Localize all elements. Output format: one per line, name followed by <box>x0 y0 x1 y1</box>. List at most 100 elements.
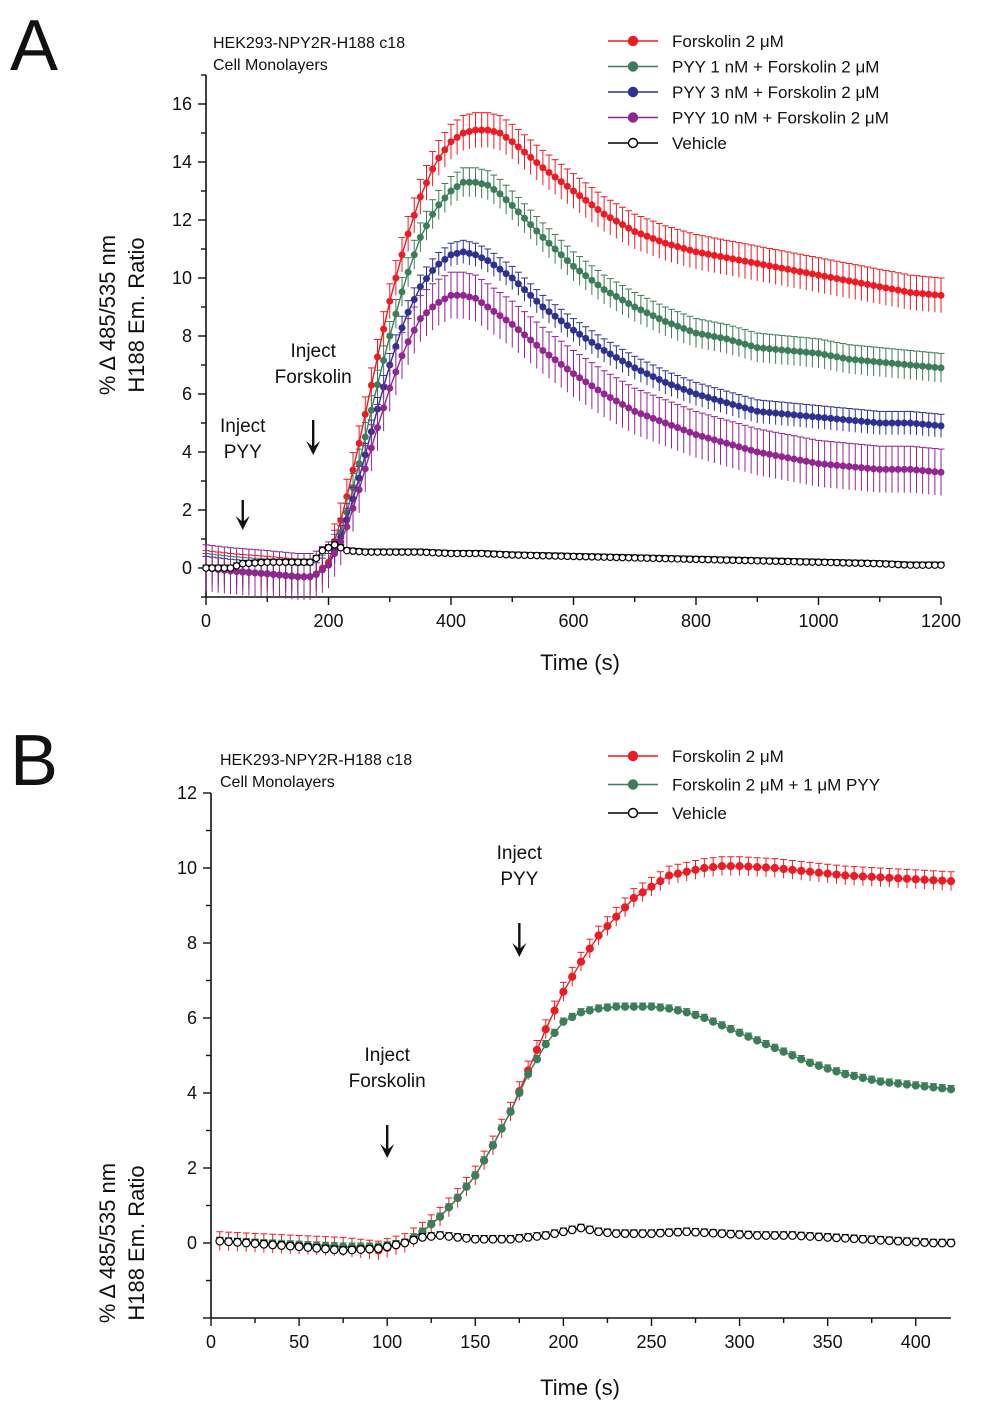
data-point <box>759 557 768 565</box>
data-point <box>435 298 443 306</box>
data-point <box>545 552 553 560</box>
data-point <box>612 912 621 921</box>
data-point <box>753 1036 762 1045</box>
data-point <box>643 412 651 420</box>
data-point <box>629 1229 639 1239</box>
data-point <box>392 274 400 282</box>
data-point <box>661 239 669 247</box>
data-point <box>664 1004 674 1013</box>
data-point <box>533 159 541 167</box>
data-point <box>911 1081 920 1090</box>
data-point <box>429 165 437 173</box>
data-point <box>674 243 682 251</box>
data-point <box>625 300 633 308</box>
data-point <box>827 414 835 422</box>
data-point <box>478 299 486 307</box>
data-point <box>416 283 424 291</box>
data-point <box>435 154 443 162</box>
annotation-text: Inject <box>364 1045 410 1066</box>
data-point <box>698 432 706 440</box>
x-axis-title: Time (s) <box>540 650 620 675</box>
data-point <box>814 1232 824 1242</box>
data-point <box>386 297 394 305</box>
x-tick-label: 200 <box>313 611 343 631</box>
data-point <box>876 465 884 473</box>
data-point <box>551 173 559 181</box>
data-point <box>410 295 418 303</box>
y-tick-label: 10 <box>177 858 197 878</box>
data-point <box>814 558 823 567</box>
data-point <box>526 551 535 560</box>
data-point <box>576 267 584 275</box>
x-tick-label: 350 <box>813 1332 843 1352</box>
data-point <box>888 359 896 367</box>
data-point <box>288 572 296 580</box>
data-point <box>496 312 504 320</box>
data-point <box>355 439 363 447</box>
data-point <box>569 370 577 378</box>
data-point <box>459 129 467 137</box>
data-point <box>796 268 804 276</box>
data-point <box>404 268 412 276</box>
data-point <box>568 1012 577 1022</box>
data-point <box>796 456 804 464</box>
data-point <box>655 237 663 245</box>
data-point <box>435 201 443 209</box>
data-point <box>920 875 929 884</box>
data-point <box>735 862 744 871</box>
data-point <box>857 356 865 364</box>
x-tick-label: 0 <box>201 611 211 631</box>
data-point <box>282 572 290 580</box>
data-point <box>539 164 547 172</box>
data-point <box>594 342 602 350</box>
data-point <box>471 126 479 134</box>
data-point <box>441 146 449 154</box>
data-point <box>606 350 614 358</box>
data-point <box>479 1156 489 1165</box>
data-point <box>385 548 394 556</box>
annotation-text: PYY <box>500 869 538 890</box>
x-axis-title: Time (s) <box>540 1375 620 1400</box>
data-point <box>876 873 885 882</box>
data-point <box>900 419 908 427</box>
data-point <box>753 344 761 352</box>
data-point <box>532 1055 542 1064</box>
data-point <box>465 249 473 257</box>
data-point <box>710 395 718 403</box>
data-point <box>490 128 498 136</box>
y-axis-title-line: % Δ 485/535 nm <box>95 1163 120 1323</box>
data-point <box>618 400 626 408</box>
data-point <box>839 416 847 424</box>
data-point <box>631 303 639 311</box>
data-point <box>631 228 639 236</box>
data-point <box>347 1245 357 1255</box>
y-tick-label: 0 <box>187 1233 197 1253</box>
data-point <box>765 557 774 565</box>
data-point <box>478 180 486 188</box>
data-point <box>294 558 302 567</box>
data-point <box>679 555 688 563</box>
data-point <box>416 548 425 556</box>
data-point <box>318 566 326 574</box>
data-point <box>863 559 872 568</box>
data-point <box>797 866 806 875</box>
data-point <box>637 367 645 375</box>
data-point <box>808 413 816 421</box>
data-point <box>367 444 375 452</box>
data-point <box>808 270 816 278</box>
data-point <box>606 214 614 222</box>
legend-swatch-marker <box>627 750 639 762</box>
data-point <box>427 1220 436 1229</box>
data-point <box>563 552 572 561</box>
data-point <box>637 306 645 314</box>
legend-swatch-marker <box>627 112 639 123</box>
data-point <box>576 192 584 200</box>
data-point <box>704 393 712 401</box>
series-line <box>219 1006 952 1248</box>
data-point <box>931 561 939 569</box>
data-point <box>588 338 596 346</box>
data-point <box>673 869 683 878</box>
x-tick-label: 250 <box>636 1332 666 1352</box>
data-point <box>612 217 620 225</box>
data-point <box>765 409 773 417</box>
